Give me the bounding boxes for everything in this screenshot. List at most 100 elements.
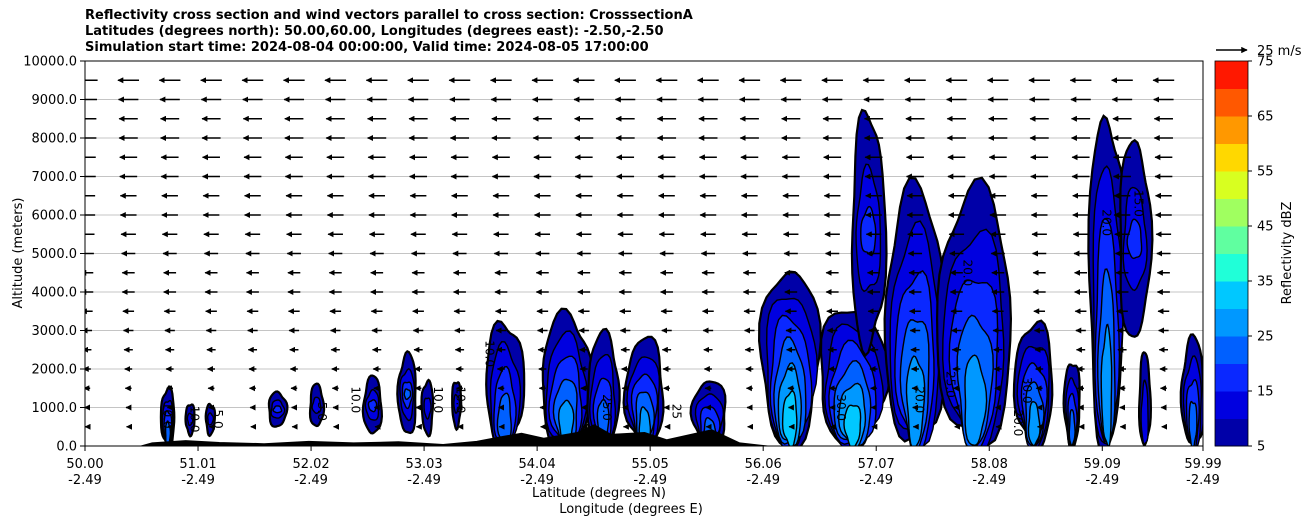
reflectivity-contour [1068,408,1076,446]
x-tick-label-lat: 56.06 [745,457,782,472]
colorbar-band [1215,391,1248,419]
y-axis-label: Altitude (meters) [11,198,26,309]
colorbar-tick-label: 45 [1257,220,1274,235]
terrain-profile [140,424,768,446]
colorbar-band [1215,116,1248,144]
x-tick-label-lon: -2.49 [520,473,554,488]
contour-label: 20.0 [912,386,926,413]
quiver-key: 25 m/s [1216,44,1302,59]
x-axis-label-latitude: Latitude (degrees N) [532,486,666,501]
x-axis-label-longitude: Longitude (degrees E) [559,502,703,517]
contour-label: 10.0 [160,402,174,429]
colorbar-tick-label: 15 [1257,385,1274,400]
colorbar-tick-label: 5 [1257,440,1265,455]
contour-label: 15.0 [1132,190,1146,217]
reflectivity-contour [1140,379,1149,446]
x-tick-label-lat: 59.09 [1084,457,1121,472]
y-tick-label: 7000.0 [32,170,78,185]
colorbar-band [1215,61,1248,89]
x-tick-label-lat: 53.03 [405,457,442,472]
x-tick-label-lat: 57.07 [858,457,895,472]
colorbar-band [1215,198,1248,227]
reflectivity-contour [1188,400,1198,446]
colorbar-band [1215,88,1248,117]
x-tick-label-lon: -2.49 [859,473,893,488]
contour-label: 30.0 [1020,377,1034,404]
colorbar-band [1215,363,1248,392]
contour-label: 10.0 [431,386,445,413]
reflectivity-contour [272,405,283,414]
contour-labels: 10.0 10.0 5.0 5.0 10.0 10.0 10.0 10.0 25.0 25 30.0… [160,190,1145,436]
y-tick-label: 8000.0 [32,132,78,147]
y-tick-label: 1000.0 [32,401,78,416]
contour-label: 25.0 [600,394,614,421]
contour-label: 10.0 [348,386,362,413]
reflectivity-contour [367,399,378,413]
y-tick-label: 5000.0 [32,247,78,262]
colorbar: 5 15 25 35 45 55 65 75 [1214,55,1274,455]
quiver-key-label: 25 m/s [1257,44,1302,59]
x-tick-label-lat: 54.04 [519,457,556,472]
x-tick-label-lat: 50.00 [66,457,103,472]
reflectivity-contour [843,404,862,446]
contour-label: 25.0 [944,371,958,398]
colorbar-band [1215,281,1248,309]
reflectivity-contour [1126,218,1143,260]
reflectivity-contour [186,412,194,427]
y-tick-label: 3000.0 [32,324,78,339]
x-tick-label-lon: -2.49 [633,473,667,488]
x-tick-label-lat: 55.05 [632,457,669,472]
contour-label: 20.0 [1099,209,1113,236]
colorbar-band [1215,171,1248,199]
title-line-1: Reflectivity cross section and wind vect… [85,8,693,23]
colorbar-band [1215,308,1248,337]
colorbar-tick-label: 65 [1257,110,1274,125]
x-tick-label-lon: -2.49 [972,473,1006,488]
colorbar-band [1215,253,1248,282]
y-tick-label: 9000.0 [32,93,78,108]
x-tick-label-lon: -2.49 [294,473,328,488]
contour-label: 25 [670,404,684,419]
title-line-2: Latitudes (degrees north): 50.00,60.00, … [85,24,664,39]
x-tick-label-lat: 51.01 [179,457,216,472]
contour-label: 10.0 [454,386,468,413]
colorbar-frame [1214,60,1249,447]
wind-vectors [85,77,1175,430]
reflectivity-contour [905,355,926,446]
colorbar-tick-label: 75 [1257,55,1274,70]
contour-label: 10.0 [483,340,497,367]
contour-label: 20.0 [961,259,975,286]
x-tick-label-lat: 59.99 [1184,457,1221,472]
contour-label: 20.0 [1011,410,1025,437]
x-axis: 50.00-2.4951.01-2.4952.02-2.4953.03-2.49… [66,446,1222,488]
x-tick-label-lon: -2.49 [1186,473,1220,488]
x-tick-label-lon: -2.49 [407,473,441,488]
y-axis: 0.0 1000.0 2000.0 3000.0 4000.0 5000.0 6000.0 7… [23,55,85,455]
reflectivity-contour [860,205,877,257]
reflectivity-contour [311,396,322,415]
x-tick-label-lon: -2.49 [181,473,215,488]
terrain-fill [140,424,768,446]
colorbar-label: Reflectivity dBZ [1280,202,1295,305]
x-tick-label-lat: 52.02 [292,457,329,472]
x-tick-label-lon: -2.49 [1085,473,1119,488]
colorbar-band [1215,336,1248,364]
contour-label: 10.0 [187,406,201,433]
colorbar-band [1215,143,1248,172]
y-tick-label: 4000.0 [32,286,78,301]
reflectivity-contour [403,388,412,401]
reflectivity-contour [1100,323,1113,446]
chart-title: Reflectivity cross section and wind vect… [85,8,693,56]
contour-label: 5.0 [211,410,225,429]
x-tick-label-lon: -2.49 [746,473,780,488]
contour-label: 5.0 [315,402,329,421]
x-tick-label-lat: 58.08 [971,457,1008,472]
title-line-3: Simulation start time: 2024-08-04 00:00:… [85,40,649,55]
reflectivity-contour [964,354,988,446]
y-tick-label: 10000.0 [23,55,77,70]
reflectivity-contour [207,412,215,426]
colorbar-tick-label: 25 [1257,330,1274,345]
colorbar-band [1215,226,1248,254]
contour-label: 30.0 [834,394,848,421]
reflectivity-contour [423,397,432,420]
